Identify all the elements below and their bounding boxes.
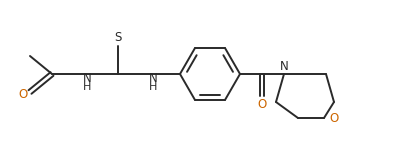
Text: N: N [280, 59, 288, 73]
Text: H: H [83, 82, 91, 92]
Text: N: N [83, 71, 91, 85]
Text: O: O [18, 89, 28, 102]
Text: H: H [149, 82, 157, 92]
Text: N: N [148, 71, 157, 85]
Text: O: O [329, 112, 339, 126]
Text: S: S [114, 30, 122, 44]
Text: O: O [257, 98, 267, 111]
